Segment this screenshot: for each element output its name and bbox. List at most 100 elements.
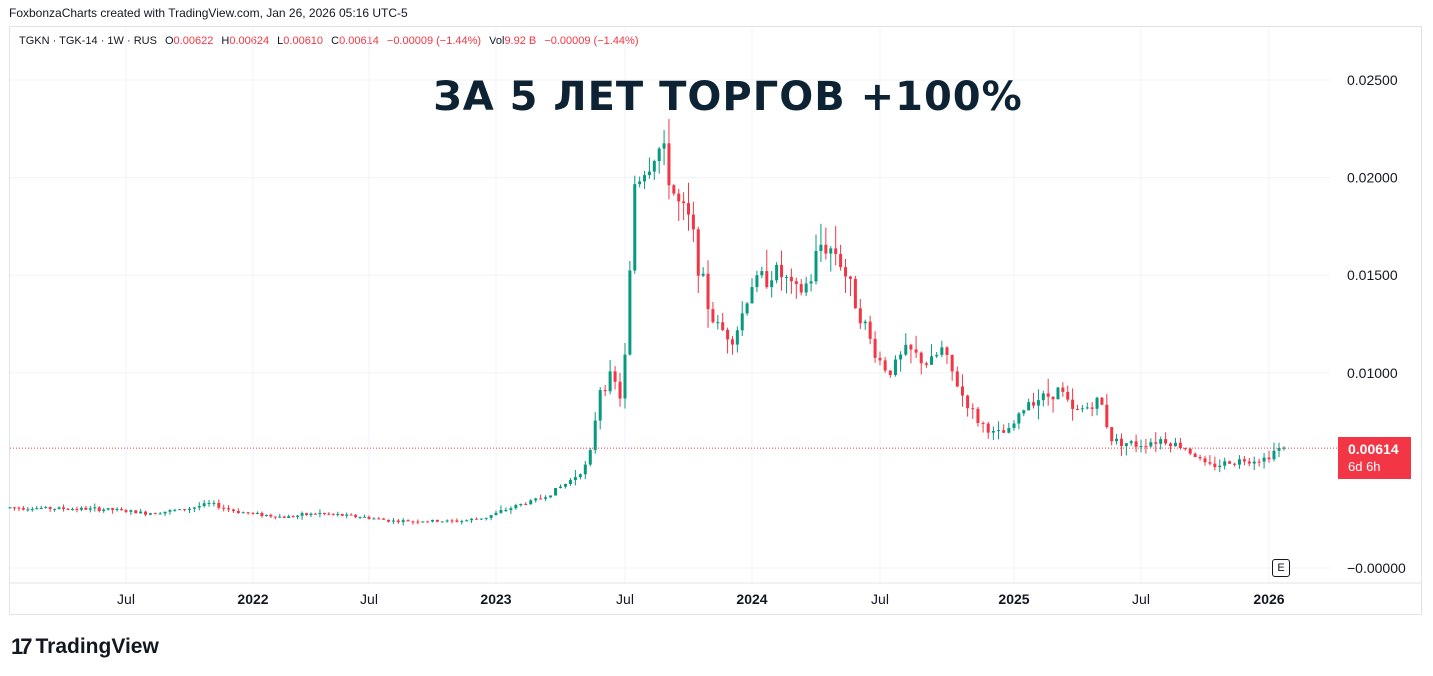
candle-body [1036, 400, 1040, 406]
candle-body [1134, 441, 1138, 447]
candle-body [593, 420, 597, 451]
x-tick-label: 2025 [998, 591, 1029, 607]
candle-body [534, 498, 538, 501]
candle-body [1046, 393, 1050, 397]
candle-body [79, 507, 83, 510]
candle-body [914, 349, 918, 353]
x-tick-label: Jul [871, 591, 889, 607]
candle-body [544, 497, 548, 499]
candle-body [406, 520, 410, 522]
candle-body [202, 503, 206, 507]
candle-body [178, 509, 182, 511]
candle-body [519, 503, 523, 506]
candle-body [760, 271, 764, 276]
candle-body [354, 515, 358, 518]
candle-body [212, 502, 216, 504]
candle-body [919, 352, 923, 364]
candle-body [440, 521, 444, 523]
candle-body [349, 514, 353, 516]
candle-body [1144, 446, 1148, 448]
candle-body [313, 513, 317, 515]
candle-body [945, 347, 949, 355]
candle-body [1247, 461, 1251, 464]
candle-body [924, 363, 928, 365]
candle-body [578, 474, 582, 478]
candle-body [950, 354, 954, 372]
candle-body [765, 271, 769, 288]
open-value: O0.00622 [164, 35, 214, 47]
candle-body [460, 521, 464, 523]
candle-body [111, 508, 115, 510]
candle-body [1027, 402, 1031, 411]
candle-body [222, 507, 226, 509]
candle-body [623, 354, 627, 399]
x-tick-label: 2026 [1253, 591, 1284, 607]
candle-body [367, 516, 371, 519]
x-tick-label: Jul [360, 591, 378, 607]
candle-body [470, 518, 474, 521]
candle-body [563, 484, 567, 487]
candle-body [904, 344, 908, 355]
volume-value: Vol9.92 B [489, 35, 537, 47]
candle-body [115, 509, 119, 511]
chart-credit: FoxbonzaCharts created with TradingView.… [9, 6, 408, 20]
candle-body [971, 408, 975, 410]
candle-body [667, 143, 671, 186]
candle-body [745, 303, 749, 314]
candle-body [687, 203, 690, 215]
candle-body [1242, 459, 1246, 462]
headline-annotation: ЗА 5 ЛЕТ ТОРГОВ +100% [433, 74, 1023, 120]
candle-body [1115, 438, 1119, 442]
candle-body [1090, 407, 1094, 409]
candle-body [844, 267, 848, 277]
candle-body [163, 511, 167, 514]
candle-body [207, 503, 211, 505]
candle-body [1154, 442, 1158, 444]
earnings-marker[interactable]: E [1272, 559, 1290, 577]
candle-body [377, 518, 381, 520]
candle-body [588, 450, 592, 465]
candle-body [1188, 448, 1192, 454]
candle-body [1012, 423, 1016, 428]
candle-body [716, 322, 720, 324]
candle-body [966, 395, 970, 409]
candle-body [829, 248, 833, 254]
candle-body [976, 408, 980, 423]
candle-body [834, 248, 838, 254]
candle-body [66, 508, 70, 510]
candle-body [755, 275, 759, 288]
tradingview-logo[interactable]: 17 TradingView [11, 634, 159, 660]
candle-body [474, 518, 478, 520]
candle-body [84, 507, 88, 510]
candle-body [30, 509, 34, 511]
candle-body [1119, 438, 1123, 447]
candle-body [883, 360, 887, 371]
candle-body [608, 371, 612, 392]
candle-body [1203, 458, 1207, 463]
candle-body [662, 143, 666, 149]
candle-body [839, 253, 843, 268]
candle-body [188, 508, 191, 510]
symbol-label[interactable]: TGKN · TGK-14 · 1W · RUS [19, 35, 157, 47]
candle-body [657, 148, 661, 162]
candle-body [489, 515, 493, 518]
candle-body [102, 509, 106, 512]
candle-body [1085, 407, 1089, 409]
candle-body [322, 512, 326, 514]
candle-body [494, 512, 498, 516]
candle-body [197, 506, 201, 508]
candle-body [701, 273, 705, 276]
candle-body [309, 513, 313, 516]
candle-body [1169, 443, 1173, 447]
candle-body [246, 512, 250, 514]
candle-body [677, 193, 681, 202]
candle-body [144, 511, 148, 515]
candle-body [940, 347, 944, 355]
candle-body [1252, 461, 1256, 464]
y-tick-label: −0.00000 [1347, 560, 1406, 576]
y-tick-label: 0.02000 [1347, 170, 1398, 186]
candle-body [153, 513, 157, 515]
candle-body [1183, 448, 1187, 450]
candle-body [711, 309, 715, 323]
